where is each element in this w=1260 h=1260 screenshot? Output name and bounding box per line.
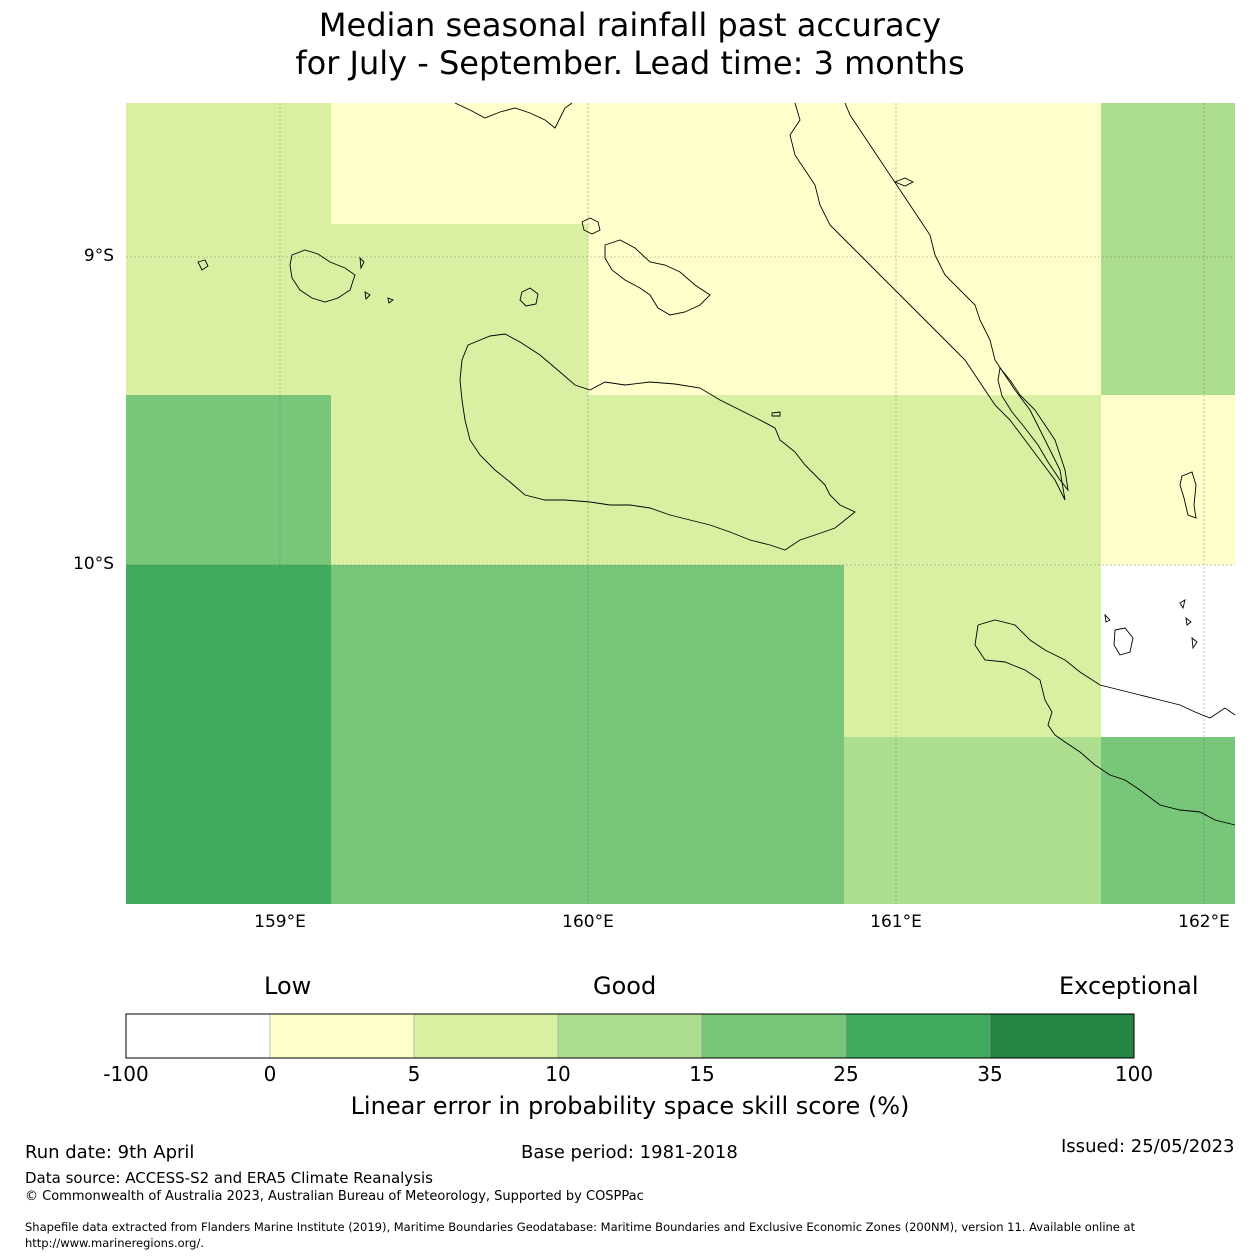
makira-island-outline bbox=[977, 619, 1236, 719]
lon-label-162e: 162°E bbox=[1178, 912, 1230, 932]
legend-category-good: Good bbox=[593, 972, 657, 1000]
grid-cell bbox=[844, 737, 1101, 904]
grid-cell bbox=[844, 565, 1101, 737]
colorbar-swatch bbox=[701, 1013, 847, 1059]
legend-category-exceptional: Exceptional bbox=[1059, 972, 1199, 1000]
colorbar-tick: 35 bbox=[977, 1062, 1003, 1086]
map-title-line1: Median seasonal rainfall past accuracy bbox=[318, 6, 942, 44]
small-island bbox=[364, 291, 371, 300]
colorbar-tick: 10 bbox=[545, 1062, 571, 1086]
shapefile-credit-line2: http://www.marineregions.org/. bbox=[25, 1236, 204, 1250]
legend-category-low: Low bbox=[264, 972, 312, 1000]
small-island bbox=[519, 287, 539, 307]
issued-date: Issued: 25/05/2023 bbox=[1061, 1136, 1235, 1157]
lon-label-161e: 161°E bbox=[870, 912, 922, 932]
grid-cell bbox=[1101, 737, 1235, 904]
grid-cell bbox=[331, 565, 844, 904]
colorbar-swatch bbox=[557, 1013, 703, 1059]
small-island bbox=[1191, 636, 1198, 650]
data-source: Data source: ACCESS-S2 and ERA5 Climate … bbox=[25, 1169, 433, 1187]
northern-islands-outline bbox=[454, 102, 573, 129]
colorbar-swatch bbox=[989, 1013, 1135, 1059]
small-island bbox=[359, 256, 365, 270]
grid-cell bbox=[588, 224, 1101, 395]
base-period: Base period: 1981-2018 bbox=[521, 1142, 738, 1163]
grid-cell bbox=[1101, 103, 1235, 395]
run-date: Run date: 9th April bbox=[25, 1142, 195, 1163]
shapefile-credit-line1: Shapefile data extracted from Flanders M… bbox=[25, 1220, 1136, 1234]
colorbar-tick: 100 bbox=[1114, 1062, 1154, 1086]
malaita-island-outline bbox=[789, 102, 1066, 501]
colorbar-swatch bbox=[413, 1013, 559, 1059]
map-title-line2: for July - September. Lead time: 3 month… bbox=[295, 44, 965, 82]
colorbar-swatch bbox=[125, 1013, 271, 1059]
small-island bbox=[1185, 616, 1192, 626]
copyright: © Commonwealth of Australia 2023, Austra… bbox=[25, 1189, 644, 1204]
small-island bbox=[771, 411, 781, 417]
coastlines bbox=[197, 102, 1236, 826]
colorbar-tick: 15 bbox=[689, 1062, 715, 1086]
colorbar-title: Linear error in probability space skill … bbox=[350, 1092, 910, 1120]
colorbar-tick: -100 bbox=[103, 1062, 149, 1086]
small-island bbox=[197, 259, 209, 271]
colorbar-tick: 0 bbox=[263, 1062, 277, 1086]
russell-islands-outline bbox=[289, 249, 356, 303]
small-island bbox=[1104, 613, 1111, 623]
grid-cell bbox=[1101, 395, 1235, 565]
makira-south-coast bbox=[974, 624, 1236, 826]
small-island bbox=[1179, 599, 1186, 610]
colorbar-swatch bbox=[845, 1013, 991, 1059]
graticule bbox=[126, 103, 1235, 904]
grid-cell bbox=[126, 395, 331, 565]
lat-label-10s: 10°S bbox=[73, 554, 114, 574]
colorbar-tick: 5 bbox=[407, 1062, 421, 1086]
lat-label-9s: 9°S bbox=[83, 246, 114, 266]
guadalcanal-island-outline bbox=[459, 333, 856, 551]
colorbar bbox=[125, 1013, 1135, 1059]
grid-cell bbox=[1101, 565, 1235, 737]
colorbar-tick: 25 bbox=[833, 1062, 859, 1086]
ulawa-island-outline bbox=[1179, 471, 1197, 519]
grid-cell bbox=[126, 565, 331, 904]
nggela-islands-outline bbox=[604, 239, 711, 316]
small-island bbox=[581, 217, 601, 235]
small-island bbox=[893, 177, 915, 187]
grid-cell bbox=[331, 103, 1101, 224]
grid-cell bbox=[126, 103, 331, 395]
grid-cell bbox=[331, 224, 588, 395]
skill-grid bbox=[126, 103, 1235, 904]
small-island bbox=[1113, 627, 1134, 656]
small-malaita-outline bbox=[997, 366, 1069, 492]
colorbar-swatch bbox=[269, 1013, 415, 1059]
colorbar-frame bbox=[125, 1013, 1135, 1059]
grid-cell bbox=[331, 395, 1101, 565]
lon-label-159e: 159°E bbox=[254, 912, 306, 932]
lon-label-160e: 160°E bbox=[562, 912, 614, 932]
small-island bbox=[387, 297, 394, 304]
